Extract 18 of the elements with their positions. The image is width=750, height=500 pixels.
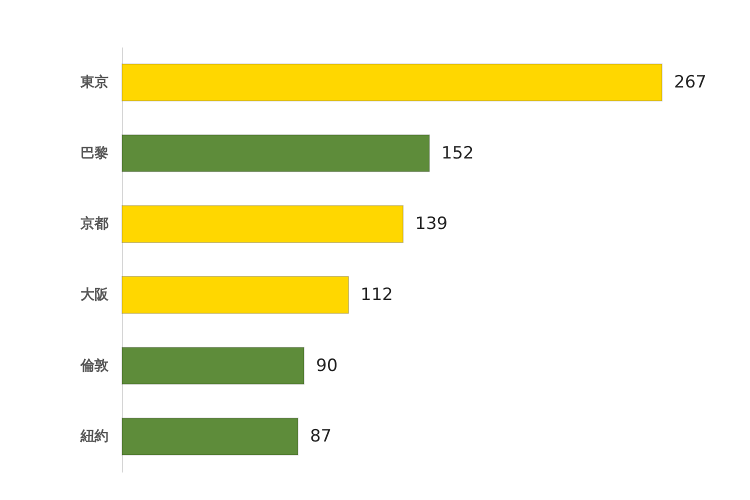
data-label: 90 — [316, 356, 338, 376]
y-tick-label: 大阪 — [80, 286, 110, 303]
data-label: 139 — [415, 214, 448, 234]
data-label: 87 — [310, 426, 332, 447]
bar — [122, 276, 350, 314]
bar — [122, 418, 298, 456]
y-tick-label: 京都 — [80, 215, 108, 232]
y-tick-label: 東京 — [80, 73, 108, 90]
data-label: 152 — [441, 143, 474, 164]
data-label: 112 — [360, 284, 393, 305]
y-tick-label: 紐約 — [80, 428, 108, 445]
y-tick-label: 巴黎 — [80, 145, 108, 162]
bar — [122, 134, 430, 172]
bar — [122, 64, 662, 102]
y-tick-label: 倫敦 — [80, 356, 110, 374]
bar — [122, 346, 305, 385]
data-label: 267 — [674, 72, 706, 92]
bar — [122, 205, 404, 243]
